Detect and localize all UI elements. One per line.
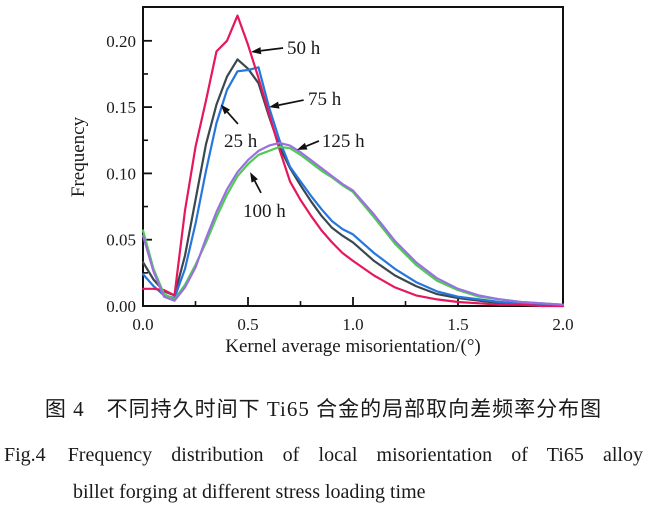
annotation-arrow-125h <box>305 140 320 147</box>
curve-50h <box>141 14 565 308</box>
figure-caption-english-line2: billet forging at different stress loadi… <box>73 481 426 503</box>
x-tick-label: 1.0 <box>342 315 363 334</box>
x-tick-label: 2.0 <box>552 315 573 334</box>
figure-caption-english-text: Frequency distribution of local misorien… <box>67 444 643 466</box>
curve-75h <box>141 66 565 306</box>
y-tick-label: 0.15 <box>106 98 136 117</box>
y-tick-label: 0.20 <box>106 32 136 51</box>
annotation-arrowhead-100h <box>250 172 258 183</box>
y-tick-label: 0.10 <box>106 164 136 183</box>
curve-125h <box>141 141 565 306</box>
figure-caption-chinese: 图 4 不同持久时间下 Ti65 合金的局部取向差频率分布图 <box>44 397 603 421</box>
figure-caption-english-line1: Fig.4 Frequency distribution of local mi… <box>4 444 643 467</box>
annotation-arrow-75h <box>278 99 304 106</box>
annotation-arrow-25h <box>226 111 239 125</box>
figure-number-label: Fig.4 <box>4 444 46 466</box>
curve-label-25h: 25 h <box>224 131 258 152</box>
annotation-arrow-100h <box>253 180 262 194</box>
annotation-arrowhead-25h <box>220 104 231 115</box>
annotation-arrowhead-50h <box>250 47 262 55</box>
annotation-arrowhead-75h <box>269 101 280 109</box>
curve-label-75h: 75 h <box>308 89 342 110</box>
annotation-arrowhead-125h <box>296 142 308 150</box>
curve-label-50h: 50 h <box>287 38 321 59</box>
curve-label-125h: 125 h <box>322 131 365 152</box>
curve-label-100h: 100 h <box>243 201 286 222</box>
y-axis-title: Frequency <box>68 116 89 197</box>
x-tick-label: 0.5 <box>237 315 258 334</box>
x-axis-title: Kernel average misorientation/(°) <box>225 336 481 357</box>
curve-25h <box>141 58 565 308</box>
y-tick-label: 0.05 <box>106 231 136 250</box>
y-tick-label: 0.00 <box>106 297 136 316</box>
x-tick-label: 1.5 <box>447 315 468 334</box>
annotation-arrow-50h <box>260 47 284 52</box>
x-tick-label: 0.0 <box>132 315 153 334</box>
chart-canvas: 0.0 0.5 1.0 1.5 2.0 0.00 0.05 0.10 0.15 0.20 50 h 7… <box>68 6 574 357</box>
